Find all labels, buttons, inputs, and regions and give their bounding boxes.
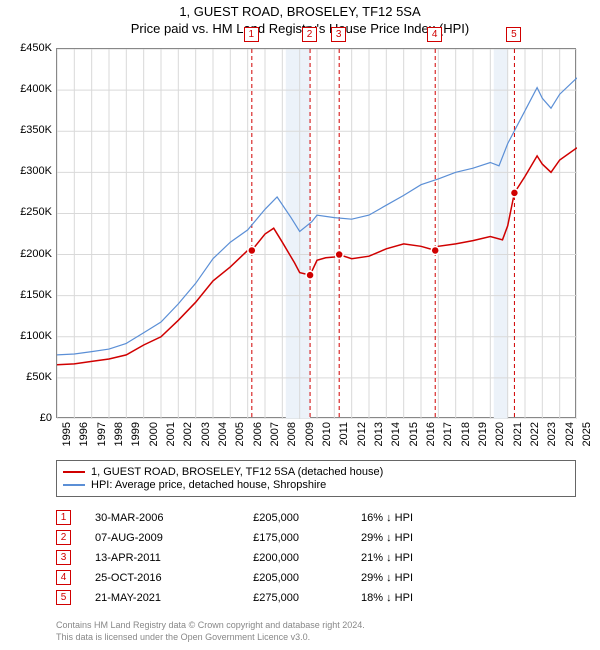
sales-diff: 16% ↓ HPI — [323, 512, 413, 524]
sales-date: 13-APR-2011 — [95, 552, 195, 564]
legend: 1, GUEST ROAD, BROSELEY, TF12 5SA (detac… — [56, 460, 576, 497]
sales-marker: 5 — [56, 590, 71, 605]
y-axis-label: £250K — [4, 206, 52, 218]
sales-price: £205,000 — [219, 512, 299, 524]
sales-row: 3 13-APR-2011 £200,000 21% ↓ HPI — [56, 550, 413, 565]
sales-table: 1 30-MAR-2006 £205,000 16% ↓ HPI 2 07-AUG-200… — [56, 505, 413, 610]
sales-price: £200,000 — [219, 552, 299, 564]
x-axis-label: 2012 — [356, 422, 368, 462]
chart-container: 1, GUEST ROAD, BROSELEY, TF12 5SA Price … — [0, 0, 600, 650]
x-axis-label: 2023 — [546, 422, 558, 462]
y-axis-label: £200K — [4, 248, 52, 260]
sales-row: 4 25-OCT-2016 £205,000 29% ↓ HPI — [56, 570, 413, 585]
sale-marker-box: 3 — [331, 27, 346, 42]
y-axis-label: £400K — [4, 83, 52, 95]
sales-diff: 18% ↓ HPI — [323, 592, 413, 604]
x-axis-label: 2008 — [286, 422, 298, 462]
sales-marker: 4 — [56, 570, 71, 585]
title-address: 1, GUEST ROAD, BROSELEY, TF12 5SA — [0, 4, 600, 19]
x-axis-label: 1997 — [96, 422, 108, 462]
sales-date: 07-AUG-2009 — [95, 532, 195, 544]
chart-svg — [57, 49, 577, 419]
x-axis-label: 2019 — [477, 422, 489, 462]
sales-date: 21-MAY-2021 — [95, 592, 195, 604]
x-axis-label: 2022 — [529, 422, 541, 462]
x-axis-label: 2004 — [217, 422, 229, 462]
sales-marker: 2 — [56, 530, 71, 545]
y-axis-label: £450K — [4, 42, 52, 54]
x-axis-label: 2015 — [408, 422, 420, 462]
y-axis-label: £350K — [4, 124, 52, 136]
y-axis-label: £300K — [4, 165, 52, 177]
x-axis-label: 2021 — [512, 422, 524, 462]
legend-item: 1, GUEST ROAD, BROSELEY, TF12 5SA (detac… — [63, 466, 569, 478]
x-axis-label: 1996 — [78, 422, 90, 462]
x-axis-label: 2002 — [182, 422, 194, 462]
sale-marker-box: 2 — [302, 27, 317, 42]
sale-marker-box: 5 — [506, 27, 521, 42]
x-axis-label: 2006 — [252, 422, 264, 462]
x-axis-label: 1999 — [130, 422, 142, 462]
sales-row: 1 30-MAR-2006 £205,000 16% ↓ HPI — [56, 510, 413, 525]
x-axis-label: 2018 — [460, 422, 472, 462]
x-axis-label: 2025 — [581, 422, 593, 462]
legend-label: HPI: Average price, detached house, Shro… — [91, 479, 326, 491]
x-axis-label: 2013 — [373, 422, 385, 462]
y-axis-label: £100K — [4, 330, 52, 342]
sales-diff: 29% ↓ HPI — [323, 532, 413, 544]
x-axis-label: 2005 — [234, 422, 246, 462]
sales-row: 2 07-AUG-2009 £175,000 29% ↓ HPI — [56, 530, 413, 545]
footer-line2: This data is licensed under the Open Gov… — [56, 632, 365, 644]
footer-line1: Contains HM Land Registry data © Crown c… — [56, 620, 365, 632]
x-axis-label: 2001 — [165, 422, 177, 462]
x-axis-label: 1998 — [113, 422, 125, 462]
y-axis-label: £50K — [4, 371, 52, 383]
sales-diff: 29% ↓ HPI — [323, 572, 413, 584]
sales-price: £275,000 — [219, 592, 299, 604]
sales-diff: 21% ↓ HPI — [323, 552, 413, 564]
y-axis-label: £0 — [4, 412, 52, 424]
y-axis-label: £150K — [4, 289, 52, 301]
x-axis-label: 2000 — [148, 422, 160, 462]
legend-swatch — [63, 484, 85, 486]
sale-marker-box: 4 — [427, 27, 442, 42]
x-axis-label: 2017 — [442, 422, 454, 462]
x-axis-label: 2010 — [321, 422, 333, 462]
sales-price: £175,000 — [219, 532, 299, 544]
x-axis-label: 2011 — [338, 422, 350, 462]
legend-swatch — [63, 471, 85, 473]
legend-item: HPI: Average price, detached house, Shro… — [63, 479, 569, 491]
x-axis-label: 2003 — [200, 422, 212, 462]
x-axis-label: 2014 — [390, 422, 402, 462]
x-axis-label: 2009 — [304, 422, 316, 462]
footer-attribution: Contains HM Land Registry data © Crown c… — [56, 620, 365, 643]
x-axis-label: 2020 — [494, 422, 506, 462]
x-axis-label: 1995 — [61, 422, 73, 462]
sales-date: 25-OCT-2016 — [95, 572, 195, 584]
x-axis-label: 2016 — [425, 422, 437, 462]
x-axis-label: 2007 — [269, 422, 281, 462]
x-axis-label: 2024 — [564, 422, 576, 462]
legend-label: 1, GUEST ROAD, BROSELEY, TF12 5SA (detac… — [91, 466, 383, 478]
sales-marker: 3 — [56, 550, 71, 565]
sales-date: 30-MAR-2006 — [95, 512, 195, 524]
sales-row: 5 21-MAY-2021 £275,000 18% ↓ HPI — [56, 590, 413, 605]
chart-plot-area: 12345 — [56, 48, 576, 418]
sales-marker: 1 — [56, 510, 71, 525]
sales-price: £205,000 — [219, 572, 299, 584]
sale-marker-box: 1 — [244, 27, 259, 42]
